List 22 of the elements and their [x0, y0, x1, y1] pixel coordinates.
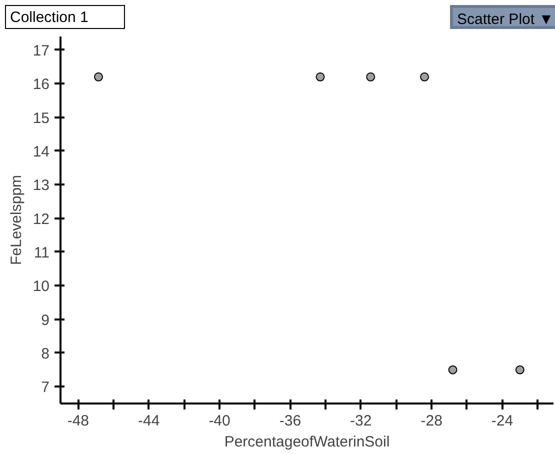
- chart-title: Collection 1: [10, 8, 88, 28]
- y-tick-label: 7: [41, 379, 50, 396]
- x-tick-label: -32: [350, 412, 372, 430]
- y-tick-label: 15: [32, 110, 50, 127]
- y-tick-label: 9: [41, 312, 50, 329]
- y-tick-label: 17: [32, 42, 50, 60]
- y-tick-label: 11: [34, 244, 50, 262]
- x-axis-title: PercentageofWaterinSoil: [224, 434, 390, 450]
- y-tick-label: 8: [41, 345, 50, 362]
- y-tick-label: 13: [32, 177, 50, 194]
- x-tick-label: -28: [420, 412, 442, 430]
- y-tick-label: 10: [32, 278, 50, 296]
- y-tick-label: 14: [32, 143, 50, 160]
- x-tick-label: -48: [67, 412, 90, 430]
- y-tick-label: 16: [32, 76, 50, 94]
- y-axis-title: FeLevelsppm: [8, 174, 25, 266]
- y-tick-label: 12: [32, 210, 50, 228]
- text: Scatter Plot ▼: [457, 10, 554, 30]
- x-tick-label: -36: [279, 412, 302, 430]
- x-tick-label: -24: [491, 412, 514, 430]
- x-tick-label: -40: [208, 412, 230, 430]
- x-tick-label: -44: [138, 412, 160, 430]
